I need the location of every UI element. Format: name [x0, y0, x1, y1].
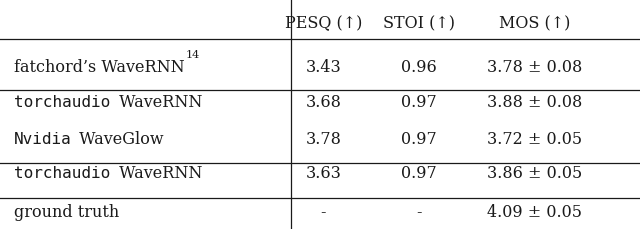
Text: 0.97: 0.97	[401, 93, 437, 110]
Text: -: -	[321, 203, 326, 220]
Text: WaveRNN: WaveRNN	[114, 93, 203, 110]
Text: 3.78: 3.78	[305, 130, 341, 147]
Text: 3.72 ± 0.05: 3.72 ± 0.05	[487, 130, 582, 147]
Text: Nvidia: Nvidia	[14, 131, 72, 146]
Text: 0.97: 0.97	[401, 164, 437, 181]
Text: 14: 14	[186, 50, 200, 60]
Text: 3.86 ± 0.05: 3.86 ± 0.05	[487, 164, 582, 181]
Text: 3.43: 3.43	[305, 59, 341, 76]
Text: MOS (↑): MOS (↑)	[499, 16, 570, 33]
Text: STOI (↑): STOI (↑)	[383, 16, 455, 33]
Text: 0.96: 0.96	[401, 59, 437, 76]
Text: 0.97: 0.97	[401, 130, 437, 147]
Text: -: -	[417, 203, 422, 220]
Text: PESQ (↑): PESQ (↑)	[285, 16, 362, 33]
Text: ground truth: ground truth	[14, 203, 119, 220]
Text: torchaudio: torchaudio	[14, 165, 110, 180]
Text: WaveGlow: WaveGlow	[74, 130, 164, 147]
Text: 3.88 ± 0.08: 3.88 ± 0.08	[487, 93, 582, 110]
Text: WaveRNN: WaveRNN	[114, 164, 203, 181]
Text: 4.09 ± 0.05: 4.09 ± 0.05	[487, 203, 582, 220]
Text: 3.68: 3.68	[305, 93, 341, 110]
Text: torchaudio: torchaudio	[14, 94, 110, 109]
Text: 3.63: 3.63	[305, 164, 341, 181]
Text: fatchord’s WaveRNN: fatchord’s WaveRNN	[14, 59, 185, 76]
Text: 3.78 ± 0.08: 3.78 ± 0.08	[487, 59, 582, 76]
